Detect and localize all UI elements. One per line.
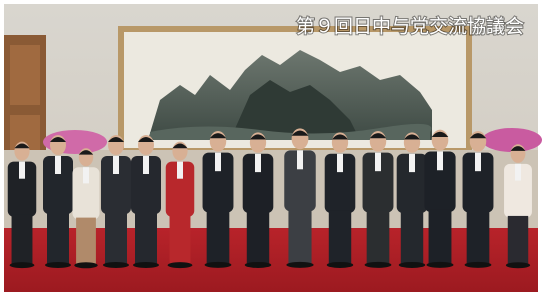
shoes (426, 262, 453, 268)
shirt (409, 154, 415, 172)
legs (429, 210, 452, 264)
shirt (255, 154, 261, 172)
page: {"caption": "第９回日中与党交流協議会"} 第９回日中与党交流協議会… (0, 0, 542, 296)
legs (247, 211, 269, 264)
legs (170, 215, 191, 264)
caption: 第９回日中与党交流協議会 (296, 16, 524, 38)
shoes (245, 262, 272, 268)
shirt (437, 152, 443, 171)
shirt (375, 153, 381, 172)
door-panel (10, 45, 40, 105)
shirt (177, 162, 183, 179)
shoes (205, 262, 232, 268)
legs (12, 215, 33, 264)
legs (76, 218, 96, 265)
shoes (327, 262, 354, 268)
shirt (83, 167, 89, 183)
shoes (103, 262, 129, 268)
legs (367, 210, 390, 264)
shirt (215, 153, 221, 172)
shoes (365, 262, 392, 268)
shoes (465, 262, 492, 268)
legs (401, 211, 423, 264)
shirt (55, 156, 61, 174)
photo: 第９回日中与党交流協議会 (0, 0, 542, 296)
shirt (143, 156, 149, 174)
shoes (168, 262, 193, 268)
shoes (286, 262, 313, 268)
shoes (399, 262, 426, 268)
shoes (133, 262, 159, 268)
legs (135, 212, 157, 264)
shirt (297, 150, 303, 169)
shirt (515, 164, 521, 181)
shoes (10, 262, 35, 268)
legs (207, 210, 230, 264)
shirt (475, 153, 481, 172)
legs (105, 212, 127, 264)
shirt (113, 156, 119, 174)
legs (467, 210, 490, 264)
shoes (45, 262, 71, 268)
legs (508, 216, 528, 264)
legs (47, 212, 69, 264)
shirt (19, 162, 25, 179)
legs (288, 209, 311, 264)
shoes (506, 262, 530, 268)
legs (329, 211, 351, 264)
shoes (74, 262, 97, 268)
shirt (337, 154, 343, 172)
